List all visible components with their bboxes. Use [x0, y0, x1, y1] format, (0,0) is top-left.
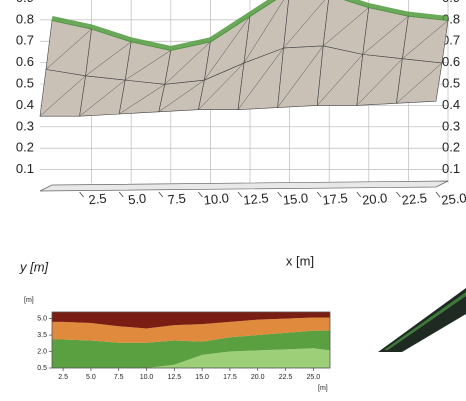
x-tick-label: 17.5	[223, 374, 237, 381]
surface-diagonal	[402, 20, 449, 59]
surface-cell	[316, 45, 364, 106]
surface-cell	[322, 0, 370, 55]
x-tick	[396, 191, 401, 198]
decor-fragment-edge	[384, 292, 466, 350]
z-tick-label-right: 0.6	[442, 54, 460, 69]
surface-diagonal	[356, 58, 403, 106]
surface-diagonal	[237, 47, 284, 110]
y-tick-label: 5.0	[37, 315, 47, 322]
x-tick-label: 22.5	[279, 374, 293, 381]
y-tick-label: 3.5	[37, 332, 47, 339]
floor	[39, 180, 449, 192]
x-tick	[79, 191, 84, 198]
z-tick-label-right: 0.3	[442, 118, 460, 133]
z-tick-label-left: 0.6	[16, 54, 34, 69]
surface-top-edge	[51, 0, 449, 51]
x-tick-label: 5.0	[127, 191, 147, 208]
z-tick-label-right: 0.4	[442, 97, 460, 112]
surface-diagonal	[39, 75, 86, 117]
section-y-label: [m]	[24, 297, 34, 304]
x-tick-label: 5.0	[86, 374, 96, 381]
x-tick-label: 2.5	[58, 374, 68, 381]
x-tick-label: 15.0	[282, 190, 309, 208]
z-tick-label-left: 0.3	[16, 118, 34, 133]
surface-cell	[356, 54, 403, 106]
surface-diagonal	[79, 79, 126, 117]
x-axis-label: x [m]	[286, 253, 314, 268]
x-tick-label: 10.0	[140, 374, 154, 381]
z-tick-label-left: 0.4	[16, 97, 34, 112]
x-tick-label: 17.5	[322, 190, 349, 208]
z-tick-label-left: 0.8	[16, 11, 34, 26]
z-tick-label-left: 0.9	[16, 0, 34, 5]
x-tick-label: 25.0	[441, 190, 466, 208]
surface-diagonal	[283, 0, 326, 49]
surface-diagonal	[243, 0, 284, 64]
z-tick-label-right: 0.7	[442, 33, 460, 48]
x-tick-label: 25.0	[307, 374, 321, 381]
x-tick-label: 2.5	[88, 191, 108, 208]
x-tick	[356, 191, 362, 198]
x-tick-label: 15.0	[195, 374, 209, 381]
x-tick-label: 7.5	[167, 191, 187, 208]
section-x-label: [m]	[318, 385, 328, 392]
z-tick-label-left: 0.5	[16, 75, 34, 90]
x-tick	[118, 191, 124, 198]
surface-diagonal	[125, 50, 171, 81]
surface-cell	[45, 20, 92, 77]
layer	[52, 317, 330, 343]
surface-cell	[39, 69, 86, 117]
z-tick-label-right: 0.9	[442, 0, 460, 5]
layer	[52, 330, 330, 368]
z-tick-label-left: 0.1	[16, 161, 34, 176]
surface-diagonal	[396, 62, 443, 104]
surface-diagonal	[158, 79, 205, 113]
z-tick-label-right: 0.1	[442, 161, 460, 176]
surface-diagonal	[119, 84, 165, 115]
x-tick	[277, 191, 282, 198]
surface-diagonal	[45, 28, 92, 70]
surface-cell	[79, 75, 126, 117]
surface-cell	[396, 58, 443, 104]
layer	[52, 348, 330, 368]
x-tick	[198, 191, 203, 198]
surface-cell	[243, 0, 289, 64]
surface-diagonal	[198, 62, 245, 110]
x-tick-label: 7.5	[114, 374, 124, 381]
x-tick	[237, 191, 243, 198]
surface-cell	[118, 79, 166, 115]
surface-cell	[283, 0, 329, 49]
x-tick-label: 12.5	[243, 190, 270, 208]
surface-diagonal	[277, 45, 324, 108]
z-tick-label-right: 0.5	[442, 75, 460, 90]
x-tick-label: 20.0	[361, 190, 388, 208]
x-tick-label: 10.0	[203, 190, 230, 208]
y-tick-label: 2.0	[37, 348, 47, 355]
surface-cell	[362, 7, 409, 59]
y-axis-label: y [m]	[19, 259, 49, 274]
surface-diagonal	[362, 15, 409, 55]
x-tick	[158, 191, 164, 198]
plot-frame	[51, 311, 331, 369]
y-tick-label: 0.5	[37, 365, 47, 372]
surface-diagonal	[317, 54, 363, 106]
decor-fragment	[378, 288, 466, 352]
x-tick-label: 20.0	[251, 374, 265, 381]
z-tick-label-right: 0.2	[442, 140, 460, 155]
surface-diagonal	[323, 7, 369, 47]
surface-diagonal	[85, 41, 132, 76]
surface-diagonal	[164, 41, 211, 85]
surface-diagonal	[204, 16, 251, 81]
x-tick-label: 12.5	[168, 374, 182, 381]
layer	[52, 312, 330, 329]
x-tick-label: 22.5	[401, 190, 428, 208]
x-tick	[316, 191, 322, 198]
x-tick	[435, 191, 441, 198]
z-tick-label-left: 0.2	[16, 140, 34, 155]
z-tick-label-left: 0.7	[16, 33, 34, 48]
